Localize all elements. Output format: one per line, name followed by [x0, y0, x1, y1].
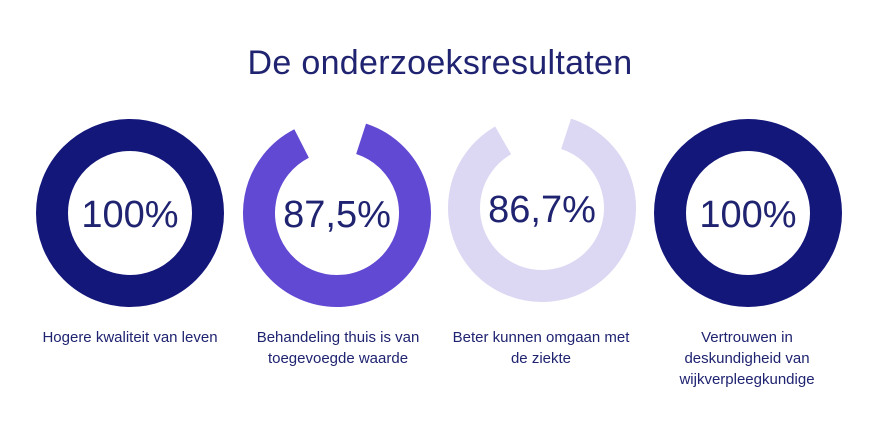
caption-4: Vertrouwen in deskundigheid van wijkverp… — [679, 329, 815, 388]
caption-1: Hogere kwaliteit van leven — [42, 329, 218, 346]
donut-2: 87,5% — [243, 123, 431, 307]
caption-3: Beter kunnen omgaan met de ziekte — [452, 329, 630, 367]
donut-3: 86,7% — [448, 118, 636, 302]
donut-arc-1 — [36, 119, 224, 307]
donut-arc-4 — [654, 119, 842, 307]
page-title: De onderzoeksresultaten — [247, 44, 633, 82]
donut-value-label-1: 100% — [81, 194, 178, 236]
donut-arc-3 — [448, 118, 636, 302]
donut-4: 100% — [654, 119, 842, 307]
donut-value-label-4: 100% — [699, 194, 796, 236]
donut-value-label-3: 86,7% — [488, 189, 596, 231]
donut-arc-2 — [243, 123, 431, 307]
donut-value-label-2: 87,5% — [283, 194, 391, 236]
donut-1: 100% — [36, 119, 224, 307]
caption-2: Behandeling thuis is van toegevoegde waa… — [256, 329, 420, 367]
